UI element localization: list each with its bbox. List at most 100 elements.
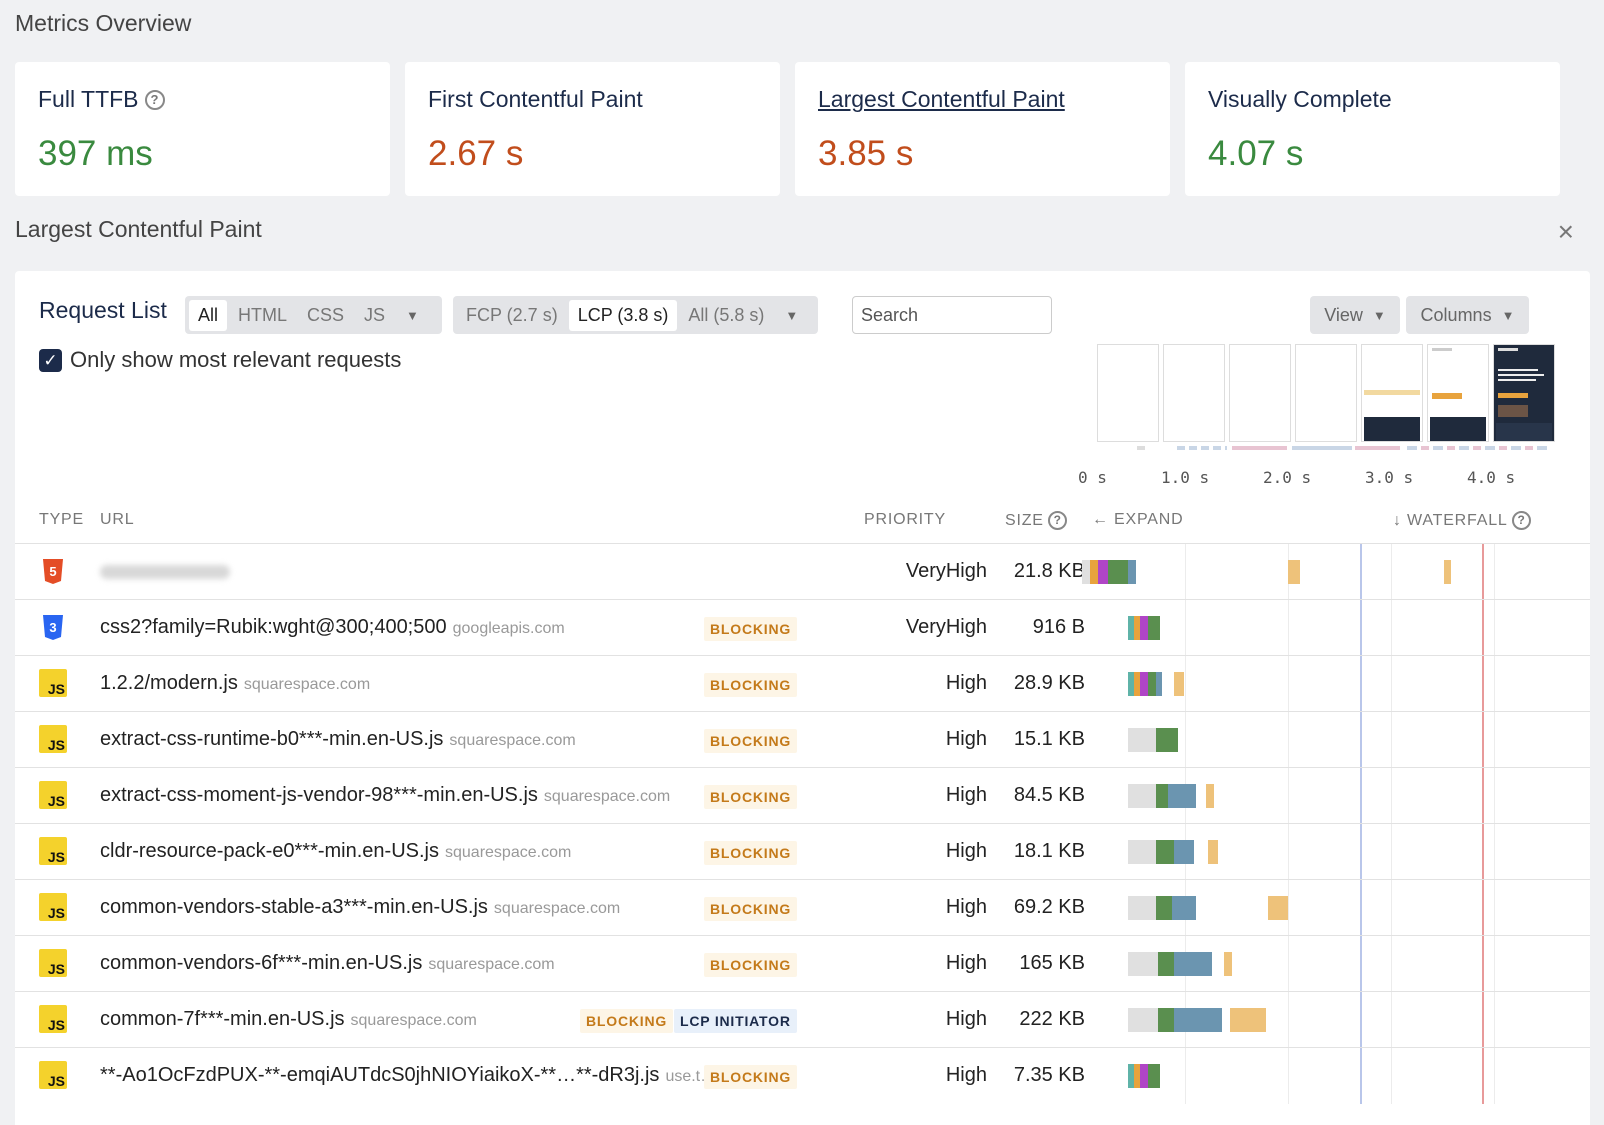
fcp-marker-line	[1360, 992, 1362, 1048]
request-url[interactable]: cldr-resource-pack-e0***-min.en-US.js squ…	[100, 840, 571, 863]
table-row[interactable]: JS cldr-resource-pack-e0***-min.en-US.js s…	[15, 823, 1590, 880]
lcp-marker-line	[1482, 1048, 1484, 1104]
waterfall-segment	[1128, 616, 1134, 640]
size-column-header[interactable]: SIZE ?	[1005, 511, 1067, 530]
caret-down-icon[interactable]: ▼	[406, 307, 419, 323]
url-domain: squarespace.com	[350, 1012, 477, 1029]
help-icon[interactable]: ?	[1511, 511, 1531, 530]
check-icon[interactable]: ✓	[39, 348, 62, 372]
request-url[interactable]: 1.2.2/modern.js squarespace.com	[100, 672, 370, 695]
caret-down-icon: ▼	[1372, 307, 1386, 323]
url-domain: squarespace.com	[428, 956, 555, 973]
metric-card[interactable]: First Contentful Paint 2.67 s	[405, 62, 780, 196]
url-domain: squarespace.com	[493, 900, 621, 917]
waterfall-gridline	[1494, 824, 1495, 880]
columns-button[interactable]: Columns ▼	[1406, 296, 1529, 334]
relevant-requests-toggle[interactable]: ✓ Only show most relevant requests	[39, 347, 401, 373]
table-row[interactable]: 5 VeryHigh 21.8 KB	[15, 543, 1590, 600]
filmstrip-frame[interactable]	[1427, 344, 1489, 442]
request-url[interactable]: css2?family=Rubik:wght@300;400;500 google…	[100, 616, 565, 639]
waterfall-bar[interactable]	[1082, 544, 1552, 600]
help-icon[interactable]: ?	[144, 89, 165, 110]
request-size: 21.8 KB	[1013, 560, 1085, 582]
waterfall-bar[interactable]	[1082, 712, 1552, 768]
url-path: extract-css-runtime-b0***-min.en-US.js	[100, 728, 444, 750]
request-url[interactable]: **-Ao1OcFzdPUX-**-emqiAUTdcS0jhNIOYiaiko…	[100, 1064, 716, 1087]
filmstrip-frame[interactable]	[1163, 344, 1225, 442]
waterfall-segment	[1172, 896, 1196, 920]
js-file-icon: JS	[39, 893, 67, 921]
table-row[interactable]: 3 css2?family=Rubik:wght@300;400;500 googl…	[15, 599, 1590, 656]
url-domain: googleapis.com	[452, 620, 565, 637]
table-row[interactable]: JS common-vendors-stable-a3***-min.en-US.…	[15, 879, 1590, 936]
waterfall-bar[interactable]	[1082, 992, 1552, 1048]
table-row[interactable]: JS **-Ao1OcFzdPUX-**-emqiAUTdcS0jhNIOYiai…	[15, 1047, 1590, 1104]
js-file-icon: JS	[39, 949, 67, 977]
view-button[interactable]: View ▼	[1310, 296, 1400, 334]
waterfall-bar[interactable]	[1082, 600, 1552, 656]
filmstrip-frame[interactable]	[1361, 344, 1423, 442]
waterfall-segment	[1148, 616, 1160, 640]
filter-option[interactable]: All (5.8 s)	[688, 304, 765, 325]
filmstrip-frame[interactable]	[1295, 344, 1357, 442]
waterfall-segment	[1268, 896, 1288, 920]
blocking-badge: BLOCKING	[704, 673, 798, 697]
filmstrip-frame[interactable]	[1493, 344, 1555, 442]
waterfall-bar[interactable]	[1082, 768, 1552, 824]
request-url[interactable]: common-vendors-6f***-min.en-US.js squares…	[100, 952, 555, 975]
waterfall-gridline	[1391, 768, 1392, 824]
table-row[interactable]: JS common-vendors-6f***-min.en-US.js squar…	[15, 935, 1590, 992]
metric-card[interactable]: Visually Complete 4.07 s	[1185, 62, 1560, 196]
table-row[interactable]: JS extract-css-runtime-b0***-min.en-US.js…	[15, 711, 1590, 768]
request-url[interactable]: extract-css-runtime-b0***-min.en-US.js sq…	[100, 728, 576, 751]
lcp-marker-line	[1482, 992, 1484, 1048]
waterfall-segment	[1128, 1008, 1158, 1032]
request-priority: VeryHigh	[905, 616, 987, 638]
waterfall-bar[interactable]	[1082, 936, 1552, 992]
table-row[interactable]: JS extract-css-moment-js-vendor-98***-min…	[15, 767, 1590, 824]
filmstrip-frame[interactable]	[1097, 344, 1159, 442]
waterfall-bar[interactable]	[1082, 880, 1552, 936]
filter-option[interactable]: All	[189, 299, 228, 331]
filmstrip-frame[interactable]	[1229, 344, 1291, 442]
filter-option[interactable]: CSS	[307, 304, 345, 325]
request-list-title: Request List	[39, 297, 167, 323]
waterfall-gridline	[1185, 600, 1186, 656]
filter-option[interactable]: HTML	[238, 304, 288, 325]
request-url[interactable]: extract-css-moment-js-vendor-98***-min.e…	[100, 784, 670, 807]
js-file-icon: JS	[39, 669, 67, 697]
priority-column-header[interactable]: PRIORITY	[864, 511, 946, 528]
request-priority: High	[945, 784, 987, 806]
blocking-badge: BLOCKING	[704, 729, 798, 753]
close-icon[interactable]: ×	[1557, 216, 1574, 247]
url-column-header[interactable]: URL	[100, 511, 135, 528]
filter-option[interactable]: FCP (2.7 s)	[466, 304, 558, 325]
expand-button[interactable]: ← EXPAND	[1092, 511, 1184, 528]
request-url[interactable]: common-vendors-stable-a3***-min.en-US.js…	[100, 896, 620, 919]
waterfall-bar[interactable]	[1082, 824, 1552, 880]
waterfall-gridline	[1494, 992, 1495, 1048]
request-url[interactable]: common-7f***-min.en-US.js squarespace.com	[100, 1008, 477, 1031]
table-row[interactable]: JS 1.2.2/modern.js squarespace.com BLOCKING…	[15, 655, 1590, 712]
waterfall-segment	[1128, 952, 1158, 976]
waterfall-bar[interactable]	[1082, 1048, 1552, 1104]
svg-text:5: 5	[49, 564, 56, 579]
filter-option[interactable]: JS	[364, 304, 386, 325]
search-input[interactable]	[852, 296, 1052, 334]
metric-card[interactable]: Full TTFB? 397 ms	[15, 62, 390, 196]
waterfall-segment	[1128, 840, 1156, 864]
waterfall-column-header[interactable]: ↓ WATERFALL ?	[1393, 511, 1531, 530]
table-row[interactable]: JS common-7f***-min.en-US.js squarespace.c…	[15, 991, 1590, 1048]
metric-card[interactable]: Largest Contentful Paint 3.85 s	[795, 62, 1170, 196]
js-file-icon: JS	[39, 781, 67, 809]
waterfall-bar[interactable]	[1082, 656, 1552, 712]
request-url[interactable]	[100, 560, 230, 583]
js-file-icon: JS	[39, 1005, 67, 1033]
filter-option[interactable]: LCP (3.8 s)	[568, 299, 678, 331]
waterfall-segment	[1140, 616, 1148, 640]
caret-down-icon[interactable]: ▼	[785, 307, 799, 323]
request-priority: High	[945, 840, 987, 862]
type-column-header[interactable]: TYPE	[39, 511, 84, 528]
help-icon[interactable]: ?	[1047, 511, 1067, 530]
metric-label-text: Full TTFB	[38, 86, 139, 112]
